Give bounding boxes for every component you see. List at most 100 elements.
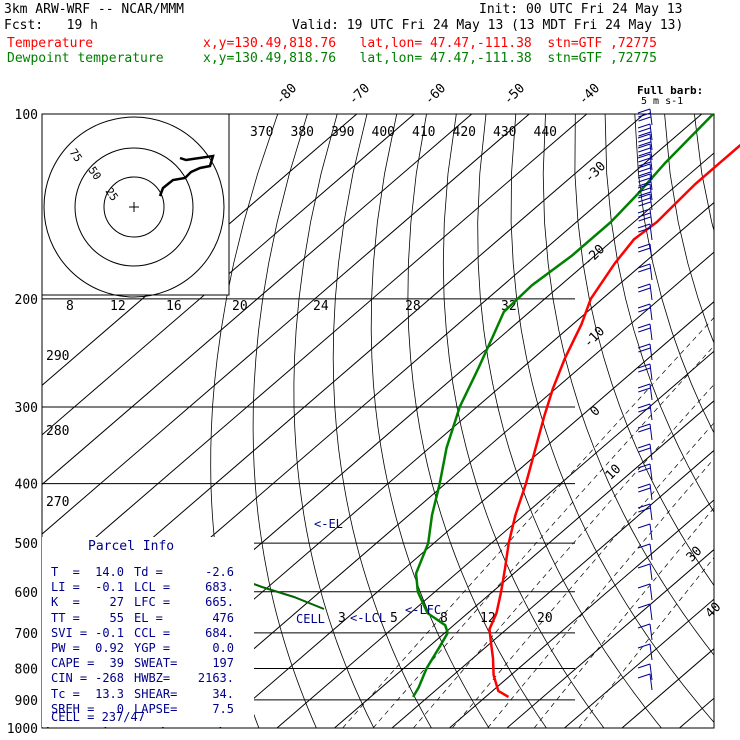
dry-adiabat bbox=[252, 114, 317, 728]
isotherm bbox=[449, 499, 714, 728]
wind-barb-staff bbox=[649, 193, 653, 211]
wind-barb-flag bbox=[637, 108, 651, 114]
parcel-info-panel: Parcel Info T = 14.0 Td = -2.6 LI = -0.1 LCL =… bbox=[42, 537, 254, 727]
lower-mixing-label: 5 bbox=[390, 611, 398, 626]
valid-time: Valid: 19 UTC Fri 24 May 13 (13 MDT Fri … bbox=[292, 18, 684, 33]
hodograph-ring-75 bbox=[43, 116, 225, 298]
isotherm bbox=[564, 598, 714, 728]
parcel-row-cell: SVI = bbox=[51, 625, 88, 640]
parcel-row-cell: LI = bbox=[51, 580, 80, 595]
wind-barb-flag bbox=[637, 463, 651, 469]
lower-mixing-label: 20 bbox=[537, 611, 553, 626]
wind-barb-flag bbox=[638, 177, 651, 183]
wind-barb-flag bbox=[637, 243, 651, 249]
wind-barb bbox=[637, 193, 653, 211]
parcel-row-cell: SWEAT= bbox=[134, 656, 178, 671]
isotherm bbox=[276, 350, 714, 728]
hodograph-trace bbox=[158, 154, 215, 197]
wind-barb-flag bbox=[638, 507, 651, 513]
isotherm-label: -60 bbox=[422, 81, 449, 108]
wind-barb-staff bbox=[649, 403, 653, 421]
wind-barb-flag bbox=[638, 247, 651, 253]
parcel-row-cell: 197 bbox=[212, 656, 234, 671]
wind-barb bbox=[637, 583, 653, 601]
mixing-ratio-line bbox=[533, 507, 714, 728]
pressure-label-200: 200 bbox=[15, 293, 38, 308]
parcel-row-cell: Td = bbox=[134, 565, 163, 579]
theta-e-label: 430 bbox=[493, 125, 516, 140]
wind-barb bbox=[637, 208, 653, 226]
wind-barb-staff bbox=[649, 563, 653, 581]
wind-barb-flag bbox=[638, 167, 651, 173]
dry-adiabat bbox=[574, 114, 714, 587]
wind-barb-flag bbox=[637, 163, 651, 169]
wind-barb-flag bbox=[637, 283, 651, 289]
parcel-row-cell: K = bbox=[51, 595, 80, 610]
wind-barb-flag bbox=[637, 143, 651, 149]
wind-barb-staff bbox=[649, 133, 653, 151]
isotherm-label: 0 bbox=[587, 403, 603, 419]
isotherm bbox=[42, 114, 588, 585]
wind-barb-staff bbox=[649, 523, 653, 541]
isotherm bbox=[334, 400, 714, 728]
wind-barb-staff bbox=[649, 443, 653, 461]
wind-barb-flag bbox=[638, 157, 651, 163]
pressure-label-300: 300 bbox=[15, 401, 38, 416]
parcel-row-cell: CIN = bbox=[51, 671, 88, 686]
parcel-row-cell: LCL = bbox=[134, 580, 171, 595]
wind-barb-flag bbox=[637, 563, 651, 569]
isotherm-label: -50 bbox=[501, 81, 528, 108]
pressure-label-700: 700 bbox=[15, 627, 38, 642]
wind-barb-staff bbox=[649, 463, 653, 481]
lfc-annotation: <-LFC bbox=[405, 603, 441, 617]
parcel-row-cell: 13.3 bbox=[95, 686, 124, 701]
wind-barb bbox=[637, 563, 653, 581]
dry-adiabat bbox=[604, 114, 714, 513]
parcel-row-cell: 683. bbox=[205, 580, 234, 595]
wind-barb bbox=[637, 603, 653, 621]
hodograph-ring-label: 25 bbox=[103, 185, 121, 203]
hodograph-ring-50 bbox=[74, 147, 194, 267]
wind-barb bbox=[637, 243, 653, 261]
isotherm-label: -40 bbox=[576, 81, 603, 108]
wind-barb bbox=[637, 623, 653, 641]
init-time: Init: 00 UTC Fri 24 May 13 bbox=[479, 2, 683, 17]
parcel-row-cell: SHEAR= bbox=[134, 686, 178, 701]
wind-barb bbox=[637, 543, 653, 561]
wind-barb-staff bbox=[649, 263, 653, 281]
wind-barb bbox=[637, 383, 653, 401]
wind-barb bbox=[637, 303, 653, 321]
isotherm-label: 40 bbox=[703, 600, 725, 622]
wind-barb-flag bbox=[638, 447, 651, 453]
wind-barb-flag bbox=[638, 267, 651, 273]
parcel-row-cell: SREH = bbox=[51, 701, 95, 716]
dewpoint-location: x,y=130.49,818.76 lat,lon= 47.47,-111.38… bbox=[203, 51, 657, 66]
isotherm bbox=[42, 114, 530, 535]
wind-barb-flag bbox=[637, 323, 651, 329]
mixing-ratio-label: 28 bbox=[405, 299, 421, 314]
wind-barb-staff bbox=[649, 153, 653, 171]
wind-barb-flag bbox=[638, 347, 651, 353]
wind-barb-flag bbox=[638, 407, 651, 413]
dewpoint-legend: Dewpoint temperature bbox=[7, 51, 164, 66]
wind-barb-flag bbox=[638, 201, 651, 207]
parcel-row-cell: 34. bbox=[212, 686, 234, 701]
mixing-ratio-label: 24 bbox=[313, 299, 329, 314]
wind-barb-flag bbox=[638, 327, 651, 333]
wind-barb-staff bbox=[649, 603, 653, 621]
parcel-row-cell: CAPE = bbox=[51, 656, 95, 671]
wind-barb-flag bbox=[638, 487, 651, 493]
isotherm bbox=[506, 548, 714, 728]
theta-label: 270 bbox=[46, 495, 69, 510]
parcel-row-cell: -0.1 bbox=[95, 580, 124, 595]
wind-barb-flag bbox=[638, 137, 651, 143]
wind-barb-flag bbox=[637, 363, 651, 369]
isotherm-label: -30 bbox=[582, 159, 609, 186]
wind-barb bbox=[637, 503, 653, 521]
wind-barb-flag bbox=[637, 208, 651, 214]
wind-barb-staff bbox=[649, 483, 653, 501]
parcel-row-cell: -0.1 bbox=[95, 625, 124, 640]
pressure-label-100: 100 bbox=[15, 108, 38, 123]
wind-barb bbox=[637, 183, 653, 201]
parcel-row-cell: TT = bbox=[51, 610, 80, 625]
